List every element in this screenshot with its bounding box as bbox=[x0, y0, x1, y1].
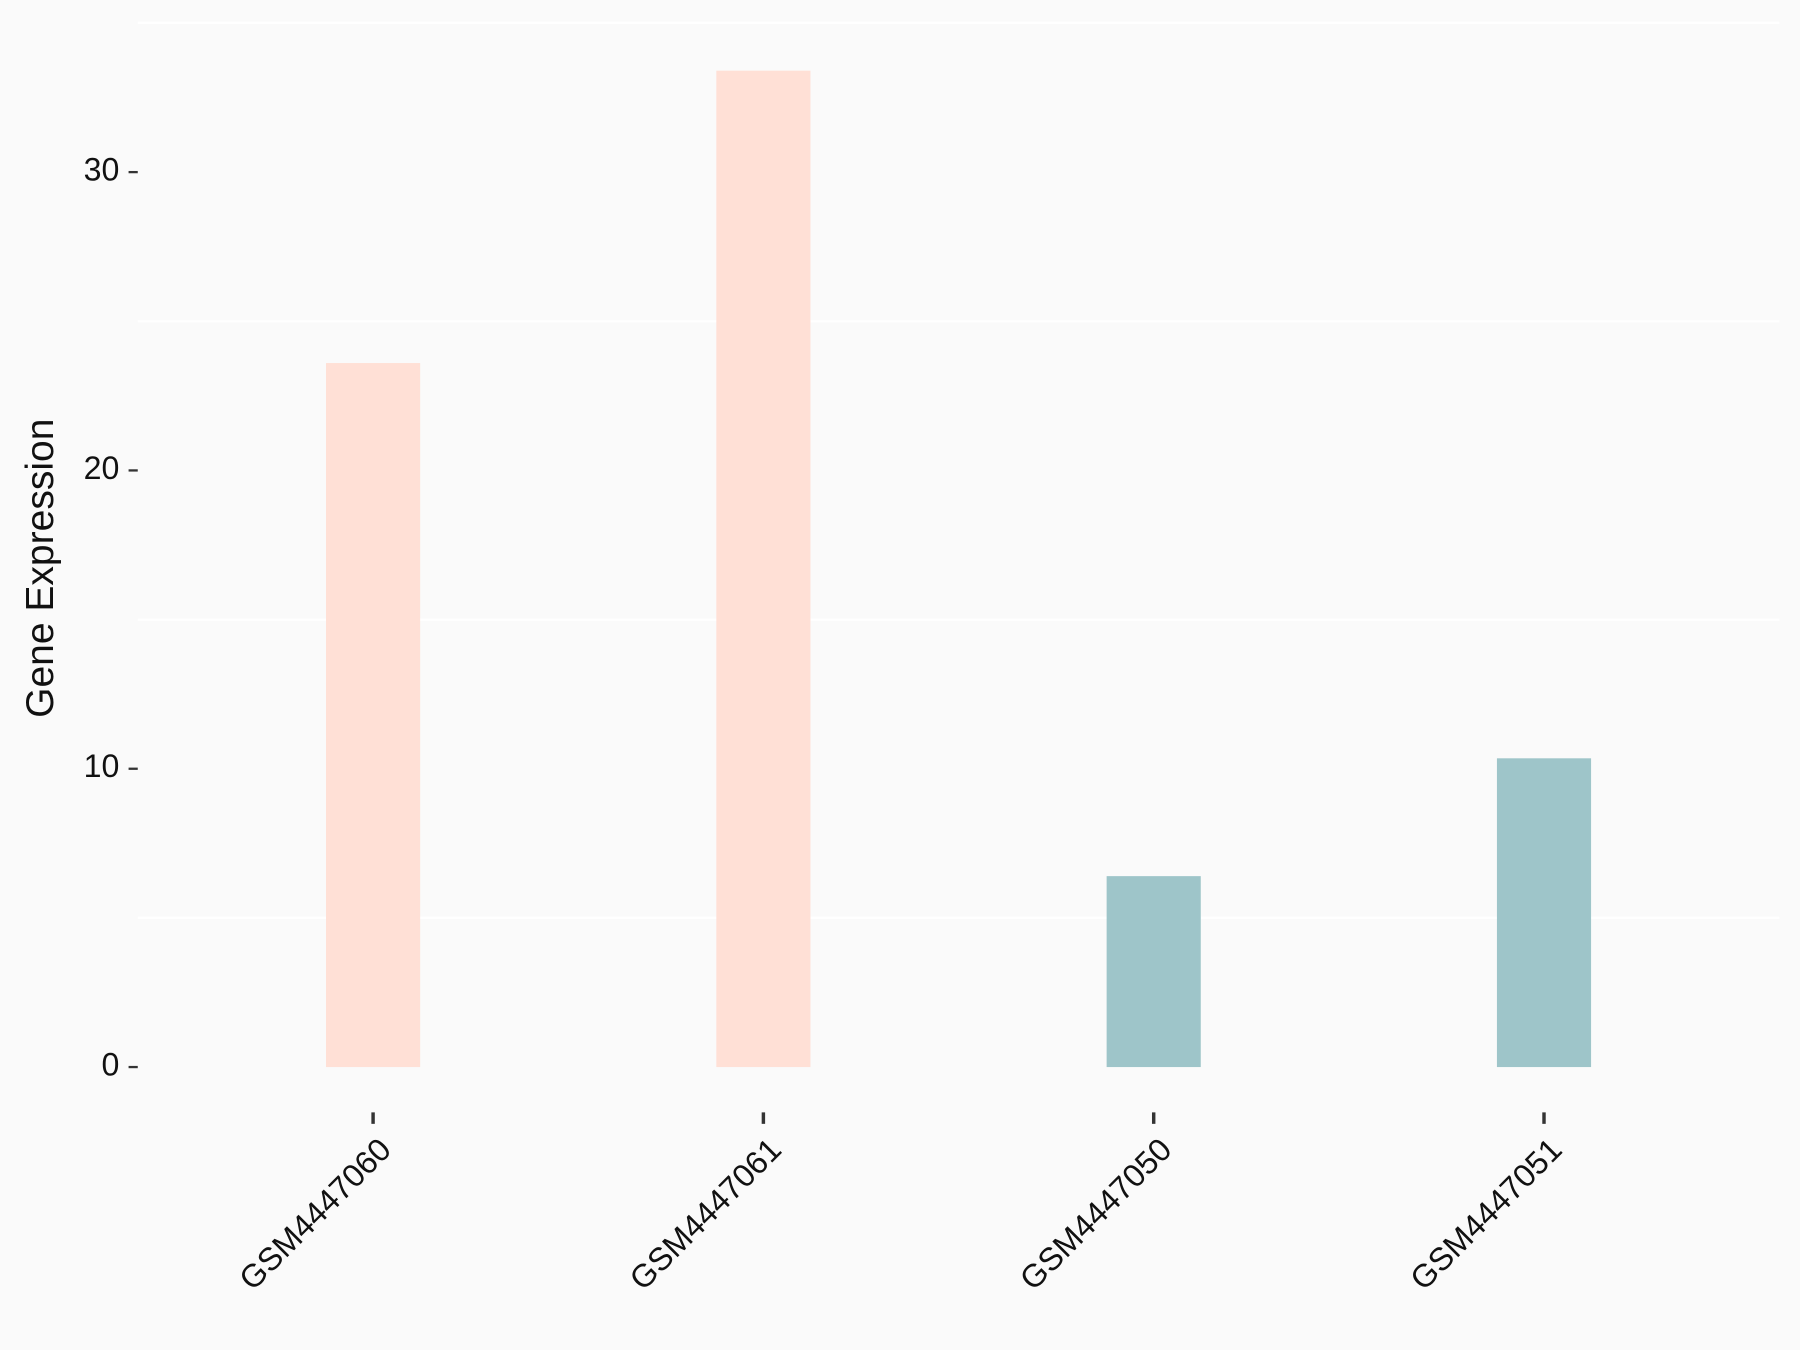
bar bbox=[716, 70, 811, 1068]
y-tick-label: 10 bbox=[84, 748, 120, 784]
y-tick-label: 30 bbox=[84, 152, 120, 188]
bar bbox=[1496, 758, 1592, 1068]
bar bbox=[1106, 876, 1201, 1068]
y-tick-label: 20 bbox=[84, 450, 120, 486]
bar bbox=[326, 363, 421, 1068]
y-tick-label: 0 bbox=[102, 1047, 120, 1083]
y-axis-title: Gene Expression bbox=[19, 419, 62, 718]
